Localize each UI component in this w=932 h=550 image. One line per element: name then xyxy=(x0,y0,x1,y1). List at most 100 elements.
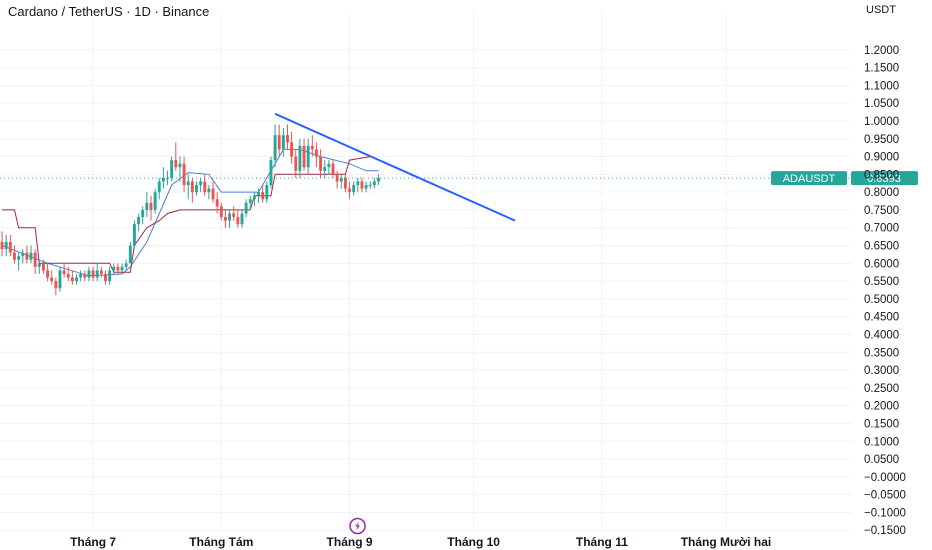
candle[interactable] xyxy=(95,263,99,282)
drawings[interactable] xyxy=(274,112,516,222)
candle[interactable] xyxy=(339,174,343,189)
candle[interactable] xyxy=(257,188,260,203)
candle[interactable] xyxy=(108,266,112,285)
candle[interactable] xyxy=(25,245,29,264)
candle[interactable] xyxy=(315,142,318,168)
candle[interactable] xyxy=(161,167,165,189)
candle[interactable] xyxy=(54,277,58,296)
candle[interactable] xyxy=(364,181,368,193)
candle[interactable] xyxy=(190,177,194,203)
x-tick-label: Tháng 10 xyxy=(447,535,500,549)
candle[interactable] xyxy=(281,128,285,157)
candle[interactable] xyxy=(228,209,232,228)
price-axis[interactable]: 1.2000 1.1500 1.1000 1.0500 1.0000 0.9500 0.90… xyxy=(864,45,906,537)
candle[interactable] xyxy=(348,181,351,200)
event-marker[interactable] xyxy=(349,517,366,535)
candle[interactable] xyxy=(79,270,83,282)
candle[interactable] xyxy=(46,263,50,282)
candle[interactable] xyxy=(232,206,236,221)
candle[interactable] xyxy=(277,124,281,157)
candle[interactable] xyxy=(377,174,380,186)
candle[interactable] xyxy=(327,160,331,175)
lightning-icon[interactable] xyxy=(349,517,366,535)
candle[interactable] xyxy=(33,249,37,274)
candle[interactable] xyxy=(50,270,54,285)
candle[interactable] xyxy=(41,259,45,274)
candle[interactable] xyxy=(13,245,16,264)
candle[interactable] xyxy=(91,266,95,282)
candle[interactable] xyxy=(104,270,107,285)
candle[interactable] xyxy=(62,263,66,278)
candle[interactable] xyxy=(323,160,327,178)
candle[interactable] xyxy=(290,131,294,164)
candle[interactable] xyxy=(368,181,372,189)
candle[interactable] xyxy=(273,124,277,168)
candle[interactable] xyxy=(352,181,356,196)
candle[interactable] xyxy=(199,177,203,193)
candle[interactable] xyxy=(236,209,240,228)
candle[interactable] xyxy=(306,138,310,175)
candle[interactable] xyxy=(137,213,141,232)
candle[interactable] xyxy=(360,177,364,193)
candle[interactable] xyxy=(145,192,149,218)
candle[interactable] xyxy=(8,234,12,257)
candle[interactable] xyxy=(157,177,161,200)
candle[interactable] xyxy=(302,138,306,171)
candle[interactable] xyxy=(211,181,215,203)
candle[interactable] xyxy=(261,185,265,203)
candle[interactable] xyxy=(99,266,103,278)
candle[interactable] xyxy=(83,270,87,282)
candle[interactable] xyxy=(4,234,8,257)
candle[interactable] xyxy=(252,192,256,207)
candle[interactable] xyxy=(269,156,273,189)
candle[interactable] xyxy=(141,206,145,225)
candle[interactable] xyxy=(21,249,25,264)
candle[interactable] xyxy=(17,252,21,271)
candle[interactable] xyxy=(37,259,41,274)
candle[interactable] xyxy=(132,220,136,250)
candle[interactable] xyxy=(170,156,174,182)
candle[interactable] xyxy=(219,202,223,221)
candle[interactable] xyxy=(356,177,360,193)
candle[interactable] xyxy=(166,170,169,186)
trend-line[interactable] xyxy=(274,112,516,222)
candlestick-series[interactable] xyxy=(0,124,380,296)
candle[interactable] xyxy=(294,149,298,178)
candle[interactable] xyxy=(112,263,116,274)
candle[interactable] xyxy=(248,195,252,210)
candle[interactable] xyxy=(75,273,78,285)
candle[interactable] xyxy=(286,124,289,150)
candle[interactable] xyxy=(335,170,339,189)
candle[interactable] xyxy=(120,263,124,274)
candle[interactable] xyxy=(124,259,128,271)
candle[interactable] xyxy=(223,209,227,228)
candle[interactable] xyxy=(310,135,314,157)
candle[interactable] xyxy=(149,195,153,221)
candle[interactable] xyxy=(174,142,178,171)
candle[interactable] xyxy=(182,156,186,193)
currency-label[interactable]: USDT xyxy=(866,4,896,16)
candle[interactable] xyxy=(128,241,132,264)
candle[interactable] xyxy=(372,177,376,189)
candle[interactable] xyxy=(215,192,219,214)
candle[interactable] xyxy=(66,266,70,282)
candle[interactable] xyxy=(29,245,33,264)
time-axis[interactable]: Tháng 7 Tháng Tám Tháng 9 Tháng 10 Tháng 11 T… xyxy=(70,535,771,549)
candle[interactable] xyxy=(153,188,157,214)
candle[interactable] xyxy=(178,156,182,182)
candle[interactable] xyxy=(331,160,335,178)
candle[interactable] xyxy=(58,266,62,292)
candle[interactable] xyxy=(240,209,244,228)
candle[interactable] xyxy=(116,263,120,274)
candle[interactable] xyxy=(319,149,323,178)
candle[interactable] xyxy=(207,185,211,200)
candle[interactable] xyxy=(265,181,269,203)
candle[interactable] xyxy=(298,138,302,178)
candle[interactable] xyxy=(244,199,248,218)
candle[interactable] xyxy=(70,270,74,285)
candle[interactable] xyxy=(195,181,198,196)
candle[interactable] xyxy=(343,174,347,193)
candle[interactable] xyxy=(87,266,91,282)
candle[interactable] xyxy=(0,231,4,257)
